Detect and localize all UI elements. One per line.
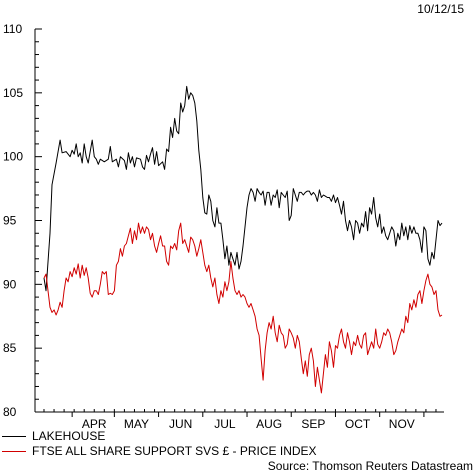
source-note: Source: Thomson Reuters Datastream [267, 459, 473, 473]
legend-label-lakehouse: LAKEHOUSE [32, 429, 106, 443]
chart-axes [34, 29, 444, 413]
x-tick-label: JUN [169, 417, 192, 430]
y-tick-label: 110 [3, 22, 22, 36]
legend-swatch-lakehouse [2, 435, 26, 437]
x-tick-label: OCT [345, 417, 371, 430]
legend-item-lakehouse: LAKEHOUSE [0, 429, 105, 443]
x-tick-label: NOV [389, 417, 415, 430]
x-axis-ticks: APR MAY JUN JUL AUG SEP OCT NOV [43, 409, 437, 430]
legend-swatch-ftse [2, 450, 26, 452]
y-tick-label: 95 [3, 214, 17, 228]
x-tick-label: APR [82, 417, 107, 430]
y-tick-label: 80 [3, 405, 17, 419]
y-tick-label: 85 [3, 341, 17, 355]
x-tick-label: SEP [301, 417, 325, 430]
legend-label-ftse: FTSE ALL SHARE SUPPORT SVS £ - PRICE IND… [32, 444, 317, 458]
x-tick-label: JUL [214, 417, 236, 430]
chart-lines [43, 85, 443, 394]
legend-item-ftse: FTSE ALL SHARE SUPPORT SVS £ - PRICE IND… [0, 444, 317, 458]
x-tick-label: MAY [124, 417, 149, 430]
series-line-lakehouse [43, 85, 443, 292]
y-axis-ticks: 80 85 90 95 100 105 110 [3, 22, 42, 419]
x-tick-label: AUG [256, 417, 282, 430]
date-stamp: 10/12/15 [417, 2, 464, 16]
y-tick-label: 105 [3, 86, 23, 100]
y-tick-label: 90 [3, 277, 17, 291]
line-chart: 80 85 90 95 100 105 110 APR MAY JUN JUL AUG SEP OCT N… [3, 22, 444, 430]
y-tick-label: 100 [3, 150, 23, 164]
series-line-ftse [43, 222, 443, 394]
